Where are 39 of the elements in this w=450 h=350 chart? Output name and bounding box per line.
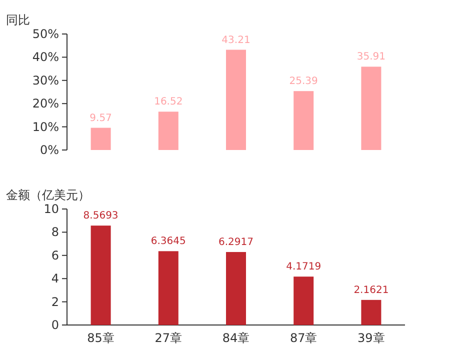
x-tick-label: 84章 [222, 331, 250, 345]
y-tick-label: 2 [51, 294, 59, 309]
bar [294, 91, 314, 150]
data-label: 43.21 [222, 34, 250, 46]
y-axis-title: 金额（亿美元） [6, 188, 90, 202]
y-tick-label: 8 [51, 225, 59, 240]
y-tick-label: 30% [32, 73, 59, 88]
data-label: 2.1621 [354, 284, 389, 296]
y-tick-label: 40% [32, 50, 59, 64]
data-label: 16.52 [154, 96, 183, 108]
bar [361, 300, 382, 325]
y-tick-label: 50% [32, 27, 59, 41]
data-label: 6.2917 [218, 237, 254, 248]
x-tick-label: 87章 [290, 331, 318, 345]
data-label: 35.91 [356, 52, 386, 63]
y-tick-label: 10% [32, 120, 59, 134]
bar [226, 50, 246, 150]
x-tick-label: 85章 [87, 331, 114, 345]
y-axis-title: 同比 [6, 13, 30, 27]
y-tick-label: 0 [51, 318, 59, 332]
y-tick-label: 0% [40, 143, 59, 157]
bar [158, 251, 178, 325]
y-tick-label: 10 [44, 202, 59, 216]
bar [158, 112, 178, 150]
bar [361, 66, 382, 150]
bar [90, 128, 111, 150]
data-label: 6.3645 [150, 236, 186, 248]
bar [294, 276, 314, 325]
y-tick-label: 4 [51, 272, 59, 286]
data-label: 25.39 [289, 76, 318, 88]
x-tick-label: 39章 [358, 331, 385, 345]
y-tick-label: 6 [51, 248, 59, 262]
data-label: 4.1719 [286, 262, 322, 273]
x-tick-label: 27章 [154, 331, 182, 345]
bar [226, 252, 246, 325]
data-label: 8.5693 [83, 210, 118, 222]
bar [90, 226, 111, 325]
data-label: 9.57 [90, 112, 112, 124]
y-tick-label: 20% [32, 96, 59, 111]
